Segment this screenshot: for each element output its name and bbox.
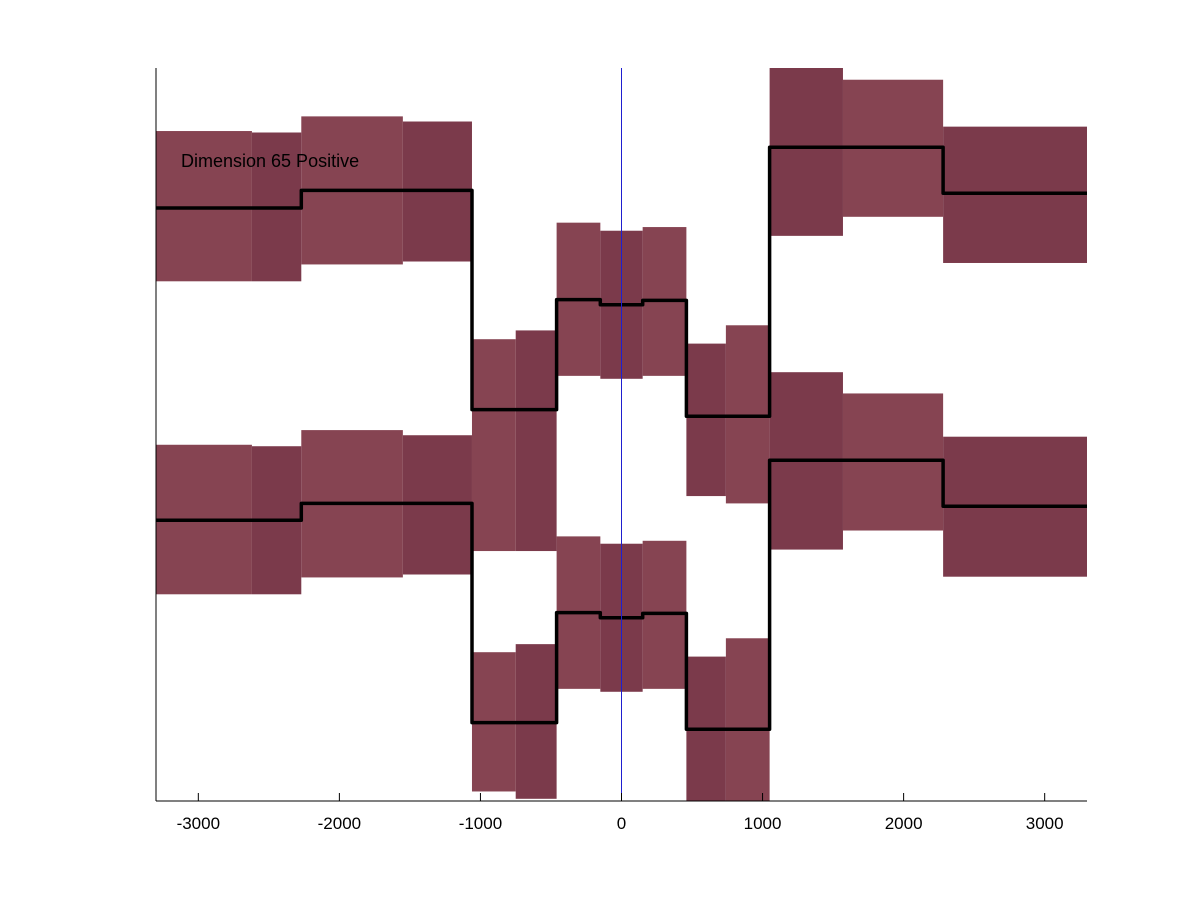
x-ticks: -3000 -2000 -1000 0 1000 2000 3000 [177,793,1064,833]
x-tick-label: 1000 [744,814,782,833]
band-upper-segment [156,131,252,282]
band-upper-segment [725,325,770,504]
x-tick-label: 2000 [885,814,923,833]
x-tick-label: 3000 [1026,814,1064,833]
band-lower-segment [842,393,944,531]
band-upper-segment [515,330,557,552]
x-tick-label: -1000 [459,814,502,833]
band-upper-segment [769,68,843,236]
band-lower-segment [725,638,770,801]
band-upper-segment [471,339,516,552]
band-upper-segment [686,343,726,497]
x-tick-label: -2000 [318,814,361,833]
x-tick-label: -3000 [177,814,220,833]
x-tick-label: 0 [617,814,626,833]
chart-annotation: Dimension 65 Positive [181,151,359,171]
